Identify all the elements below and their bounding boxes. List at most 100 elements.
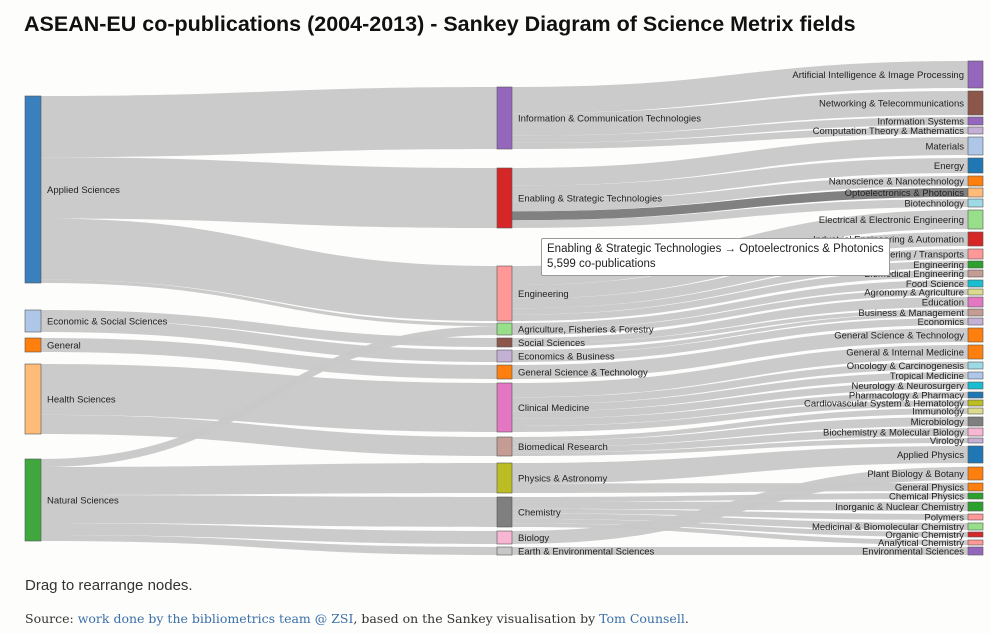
node-health-sciences[interactable]: Health Sciences	[24, 363, 116, 435]
node-bar[interactable]	[967, 248, 984, 260]
node-bar[interactable]	[24, 363, 42, 435]
node-agriculture-fisheries-and-forestry[interactable]: Agriculture, Fisheries & Forestry	[496, 322, 654, 335]
node-bar[interactable]	[967, 501, 984, 512]
node-optoelectronics-and-photonics[interactable]: Optoelectronics & Photonics	[845, 187, 984, 199]
node-bar[interactable]	[496, 86, 513, 150]
node-applied-sciences[interactable]: Applied Sciences	[24, 95, 120, 284]
node-bar[interactable]	[496, 337, 513, 348]
node-applied-physics[interactable]: Applied Physics	[897, 445, 984, 464]
node-natural-sciences[interactable]: Natural Sciences	[24, 458, 119, 542]
tom-counsell-link[interactable]: Tom Counsell	[599, 611, 685, 626]
node-analytical-chemistry[interactable]: Analytical Chemistry	[878, 538, 984, 549]
link-clinical-medicine-to-cardiovascular-system-and-hematology[interactable]	[512, 400, 968, 432]
link-biomedical-research-to-immunology[interactable]	[512, 408, 968, 441]
node-medicinal-and-biomolecular-chemistry[interactable]: Medicinal & Biomolecular Chemistry	[812, 522, 984, 533]
node-bar[interactable]	[967, 136, 984, 156]
node-bar[interactable]	[967, 445, 984, 464]
node-bar[interactable]	[496, 364, 513, 380]
node-bar[interactable]	[967, 90, 984, 116]
node-bar[interactable]	[496, 349, 513, 363]
node-bar[interactable]	[967, 513, 984, 521]
node-bar[interactable]	[967, 308, 984, 317]
node-bar[interactable]	[24, 458, 42, 542]
link-natural-sciences-to-physics-and-astronomy[interactable]	[41, 463, 497, 495]
node-tropical-medicine[interactable]: Tropical Medicine	[890, 371, 984, 382]
node-neurology-and-neurosurgery[interactable]: Neurology & Neurosurgery	[852, 381, 984, 392]
link-health-sciences-to-biomedical-research[interactable]	[41, 414, 497, 456]
link-agriculture-fisheries-and-forestry-to-food-science[interactable]	[512, 280, 968, 330]
node-food-science[interactable]: Food Science	[906, 279, 984, 290]
node-materials[interactable]: Materials	[925, 136, 984, 156]
link-economic-and-social-sciences-to-economics-and-business[interactable]	[41, 319, 497, 362]
link-engineering-to-engineering[interactable]	[512, 261, 968, 315]
node-virology[interactable]: Virology	[930, 436, 984, 447]
node-bar[interactable]	[967, 198, 984, 208]
link-information-and-communication-technologies-to-artificial-intelligence-and-image-processing[interactable]	[512, 61, 968, 114]
node-clinical-medicine[interactable]: Clinical Medicine	[496, 382, 589, 433]
node-artificial-intelligence-and-image-processing[interactable]: Artificial Intelligence & Image Processi…	[792, 60, 984, 89]
node-environmental-sciences[interactable]: Environmental Sciences	[862, 546, 984, 557]
node-bar[interactable]	[496, 167, 513, 229]
link-economic-and-social-sciences-to-social-sciences[interactable]	[41, 310, 497, 347]
node-bar[interactable]	[967, 327, 984, 343]
node-bar[interactable]	[967, 546, 984, 556]
node-bar[interactable]	[967, 260, 984, 269]
node-bar[interactable]	[967, 381, 984, 390]
node-general-and-internal-medicine[interactable]: General & Internal Medicine	[846, 344, 984, 360]
node-bar[interactable]	[967, 416, 984, 427]
node-cardiovascular-system-and-hematology[interactable]: Cardiovascular System & Hematology	[804, 398, 984, 409]
node-general-physics[interactable]: General Physics	[895, 482, 984, 493]
node-chemical-physics[interactable]: Chemical Physics	[889, 491, 984, 502]
node-bar[interactable]	[967, 466, 984, 481]
node-bar[interactable]	[967, 539, 984, 546]
link-natural-sciences-to-biology[interactable]	[41, 523, 497, 544]
node-biomedical-research[interactable]: Biomedical Research	[496, 436, 608, 457]
link-clinical-medicine-to-general-and-internal-medicine[interactable]	[512, 345, 968, 398]
node-bar[interactable]	[967, 279, 984, 288]
link-social-sciences-to-education[interactable]	[512, 297, 968, 344]
node-economics[interactable]: Economics	[918, 317, 984, 328]
node-bar[interactable]	[967, 437, 984, 444]
node-bar[interactable]	[967, 60, 984, 89]
link-chemistry-to-medicinal-and-biomolecular-chemistry[interactable]	[512, 513, 968, 530]
node-computation-theory-and-mathematics[interactable]: Computation Theory & Mathematics	[813, 126, 984, 137]
link-applied-sciences-to-agriculture-fisheries-and-forestry[interactable]	[41, 279, 497, 327]
node-bar[interactable]	[967, 157, 984, 174]
node-networking-and-telecommunications[interactable]: Networking & Telecommunications	[819, 90, 984, 116]
node-inorganic-and-nuclear-chemistry[interactable]: Inorganic & Nuclear Chemistry	[835, 501, 984, 513]
node-agronomy-and-agriculture[interactable]: Agronomy & Agriculture	[864, 287, 984, 298]
node-bar[interactable]	[496, 496, 513, 528]
node-bar[interactable]	[967, 317, 984, 326]
link-information-and-communication-technologies-to-information-systems[interactable]	[512, 117, 968, 143]
node-general[interactable]: General	[24, 337, 81, 353]
node-biotechnology[interactable]: Biotechnology	[904, 198, 984, 209]
link-biomedical-research-to-virology[interactable]	[512, 438, 968, 456]
link-economics-and-business-to-economics[interactable]	[512, 318, 968, 362]
link-enabling-and-strategic-technologies-to-energy[interactable]	[512, 158, 968, 202]
node-bar[interactable]	[967, 391, 984, 399]
link-natural-sciences-to-earth-and-environmental-sciences[interactable]	[41, 535, 497, 555]
node-bar[interactable]	[967, 126, 984, 135]
node-organic-chemistry[interactable]: Organic Chemistry	[885, 530, 984, 541]
node-bar[interactable]	[967, 209, 984, 230]
node-bar[interactable]	[967, 399, 984, 407]
node-bar[interactable]	[24, 337, 42, 353]
node-information-and-communication-technologies[interactable]: Information & Communication Technologies	[496, 86, 701, 150]
node-bar[interactable]	[496, 265, 513, 322]
link-social-sciences-to-business-and-management[interactable]	[512, 309, 968, 347]
link-information-and-communication-technologies-to-computation-theory-and-mathematics[interactable]	[512, 127, 968, 149]
node-bar[interactable]	[967, 296, 984, 308]
node-bar[interactable]	[967, 231, 984, 247]
link-enabling-and-strategic-technologies-to-materials[interactable]	[512, 137, 968, 186]
link-biology-to-plant-biology-and-botany[interactable]	[512, 467, 968, 544]
node-bar[interactable]	[967, 492, 984, 500]
link-enabling-and-strategic-technologies-to-optoelectronics-and-photonics[interactable]	[512, 188, 968, 221]
node-oncology-and-carcinogenesis[interactable]: Oncology & Carcinogenesis	[847, 361, 984, 372]
link-clinical-medicine-to-tropical-medicine[interactable]	[512, 372, 968, 412]
node-immunology[interactable]: Immunology	[912, 406, 984, 417]
node-bar[interactable]	[967, 187, 984, 198]
link-agriculture-fisheries-and-forestry-to-agronomy-and-agriculture[interactable]	[512, 289, 968, 335]
node-polymers[interactable]: Polymers	[924, 512, 984, 523]
link-enabling-and-strategic-technologies-to-biotechnology[interactable]	[512, 199, 968, 228]
link-chemistry-to-organic-chemistry[interactable]	[512, 518, 968, 537]
